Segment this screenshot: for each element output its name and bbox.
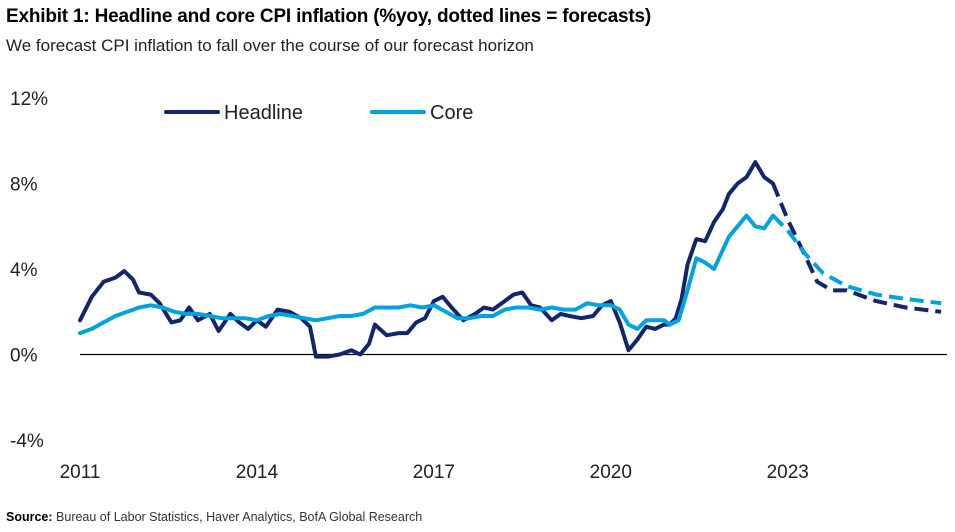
y-axis-ticks: 12% 8% 4% 0% -4%	[10, 89, 48, 452]
y-tick-label: 4%	[10, 260, 38, 281]
x-tick-label: 2014	[236, 462, 279, 483]
legend: Headline Core	[164, 102, 473, 124]
legend-label-headline: Headline	[224, 102, 303, 124]
series-line-headline-forecast	[771, 182, 942, 314]
chart-subtitle: We forecast CPI inflation to fall over t…	[6, 36, 534, 55]
x-tick-label: 2017	[413, 462, 455, 483]
y-tick-label: -4%	[10, 431, 44, 452]
series-line-core-forecast	[771, 214, 942, 306]
source-label: Source:	[6, 510, 53, 524]
series-line-core	[78, 213, 775, 336]
x-axis-ticks: 2011 2014 2017 2020 2023	[60, 462, 809, 483]
y-tick-label: 12%	[10, 89, 48, 110]
x-tick-label: 2020	[590, 462, 632, 483]
source-note: Source: Bureau of Labor Statistics, Have…	[6, 510, 422, 524]
series-layer	[78, 160, 942, 359]
chart-title: Exhibit 1: Headline and core CPI inflati…	[6, 6, 652, 27]
y-tick-label: 0%	[10, 346, 38, 367]
series-line-headline	[78, 160, 775, 359]
x-tick-label: 2023	[767, 462, 809, 483]
source-text: Bureau of Labor Statistics, Haver Analyt…	[56, 510, 423, 524]
legend-label-core: Core	[430, 102, 473, 124]
y-tick-label: 8%	[10, 175, 38, 196]
x-tick-label: 2011	[60, 462, 101, 483]
